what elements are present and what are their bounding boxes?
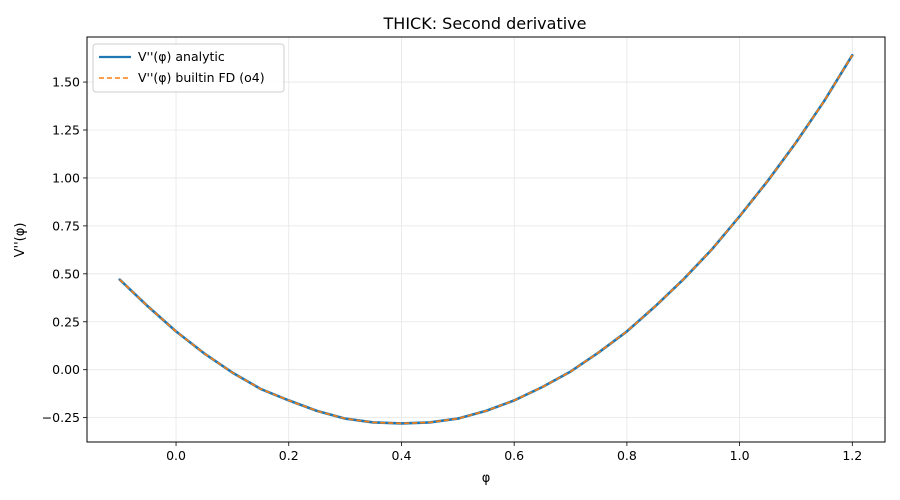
series-line-fd [119,54,853,425]
y-tick-label: 1.50 [52,75,80,90]
y-tick-label: 0.25 [52,314,80,329]
x-tick-label: 0.6 [504,448,524,463]
legend-box [92,43,285,93]
chart-title: THICK: Second derivative [383,14,587,33]
grid [87,37,885,442]
y-axis-label: V''(φ) [13,223,28,258]
x-axis: 0.0 0.2 0.4 0.6 0.8 1.0 1.2 [166,442,862,463]
x-tick-label: 0.8 [617,448,637,463]
y-tick-label: 0.50 [52,266,80,281]
legend-label-analytic: V''(φ) analytic [138,49,225,64]
x-tick-label: 1.0 [730,448,750,463]
series-line-analytic [118,53,854,425]
x-tick-label: 0.0 [166,448,186,463]
y-axis: −0.25 0.00 0.25 0.50 0.75 1.00 1.25 1.50 [42,75,87,425]
x-tick-label: 1.2 [842,448,862,463]
y-tick-label: 0.00 [52,362,80,377]
x-axis-label: φ [482,471,491,486]
y-tick-label: −0.25 [42,410,80,425]
y-tick-label: 1.00 [52,170,80,185]
legend: V''(φ) analytic V''(φ) builtin FD (o4) [92,43,285,93]
x-tick-label: 0.4 [392,448,412,463]
plot-frame [86,36,886,443]
legend-label-fd: V''(φ) builtin FD (o4) [138,70,265,85]
series-layer [118,53,854,425]
y-tick-label: 0.75 [52,218,80,233]
x-tick-label: 0.2 [279,448,299,463]
y-tick-label: 1.25 [52,123,80,138]
